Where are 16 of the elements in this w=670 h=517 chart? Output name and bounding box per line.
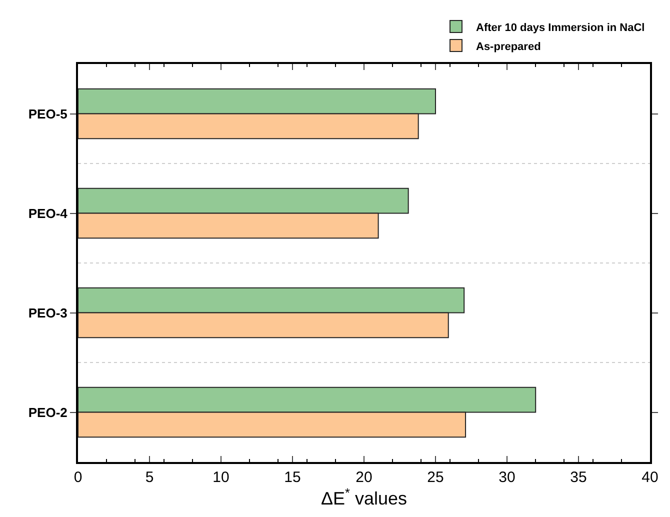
x-tick-label: 35 (570, 469, 587, 486)
y-tick-label: PEO-4 (28, 206, 68, 221)
y-tick-label: PEO-3 (28, 305, 68, 320)
y-tick-label: PEO-5 (28, 106, 68, 122)
x-tick-label: 0 (74, 469, 82, 486)
x-tick-label: 15 (284, 469, 301, 486)
x-tick-label: 10 (212, 469, 230, 486)
legend-label: After 10 days Immersion in NaCl (476, 22, 645, 34)
x-tick-label: 5 (145, 469, 154, 486)
y-tick-label: PEO-2 (28, 404, 68, 420)
x-tick-label: 25 (427, 469, 444, 486)
x-tick-label: 20 (356, 469, 372, 486)
x-axis-title: ΔE$^{*}$ values (321, 486, 407, 509)
legend-label: As-prepared (476, 40, 541, 53)
x-tick-label: 40 (642, 469, 658, 486)
x-tick-label: 30 (498, 469, 516, 486)
